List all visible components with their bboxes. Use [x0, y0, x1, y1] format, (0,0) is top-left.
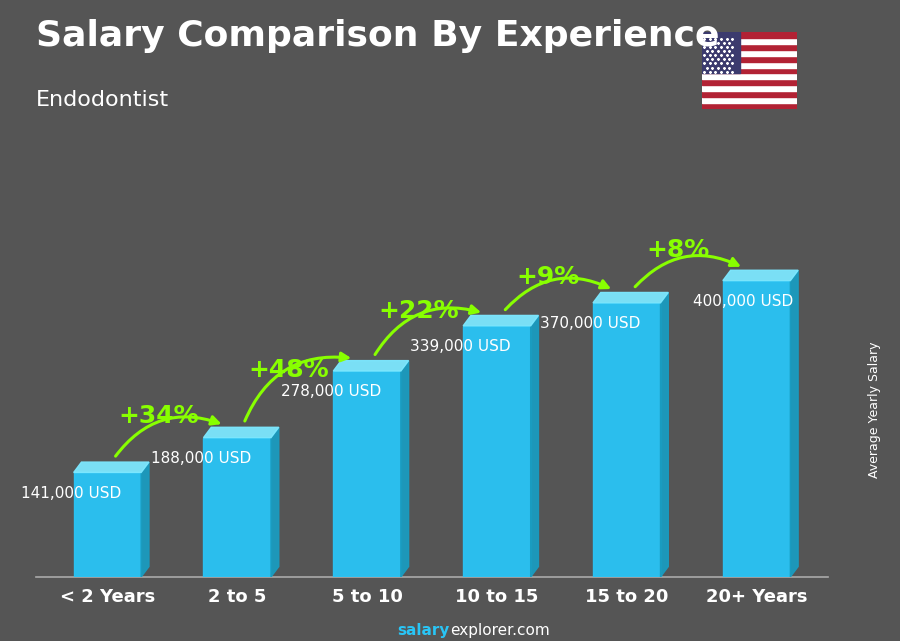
Polygon shape — [203, 428, 279, 438]
Bar — [702, 50, 796, 56]
Polygon shape — [333, 371, 400, 577]
Text: 339,000 USD: 339,000 USD — [410, 339, 511, 354]
Polygon shape — [271, 428, 279, 577]
Polygon shape — [400, 361, 409, 577]
Bar — [702, 91, 796, 97]
Polygon shape — [723, 271, 798, 281]
Text: Salary Comparison By Experience: Salary Comparison By Experience — [36, 19, 719, 53]
Bar — [702, 32, 796, 38]
Text: 188,000 USD: 188,000 USD — [151, 451, 251, 466]
Bar — [702, 79, 796, 85]
Text: 278,000 USD: 278,000 USD — [281, 385, 381, 399]
Bar — [702, 56, 796, 62]
Bar — [702, 62, 796, 67]
Text: +48%: +48% — [248, 358, 328, 382]
Text: +9%: +9% — [517, 265, 580, 288]
Polygon shape — [723, 281, 790, 577]
Polygon shape — [141, 462, 149, 577]
Polygon shape — [74, 462, 149, 472]
Text: 370,000 USD: 370,000 USD — [540, 316, 641, 331]
Polygon shape — [661, 292, 669, 577]
Polygon shape — [790, 271, 798, 577]
Bar — [702, 85, 796, 91]
Polygon shape — [593, 303, 661, 577]
Text: 400,000 USD: 400,000 USD — [694, 294, 794, 309]
Bar — [702, 44, 796, 50]
Polygon shape — [531, 315, 538, 577]
Polygon shape — [333, 361, 409, 371]
Text: Average Yearly Salary: Average Yearly Salary — [868, 342, 881, 478]
Polygon shape — [203, 438, 271, 577]
Polygon shape — [74, 472, 141, 577]
Text: 141,000 USD: 141,000 USD — [21, 486, 122, 501]
Text: Endodontist: Endodontist — [36, 90, 169, 110]
Text: +22%: +22% — [378, 299, 459, 323]
Bar — [702, 74, 796, 79]
Polygon shape — [593, 292, 669, 303]
Bar — [702, 32, 740, 74]
Bar — [702, 67, 796, 74]
Bar — [702, 38, 796, 44]
Bar — [702, 97, 796, 103]
Polygon shape — [464, 326, 531, 577]
Text: salary: salary — [398, 623, 450, 638]
Bar — [702, 103, 796, 109]
Text: +34%: +34% — [119, 404, 199, 428]
Text: +8%: +8% — [646, 238, 710, 262]
Text: explorer.com: explorer.com — [450, 623, 550, 638]
Polygon shape — [464, 315, 538, 326]
